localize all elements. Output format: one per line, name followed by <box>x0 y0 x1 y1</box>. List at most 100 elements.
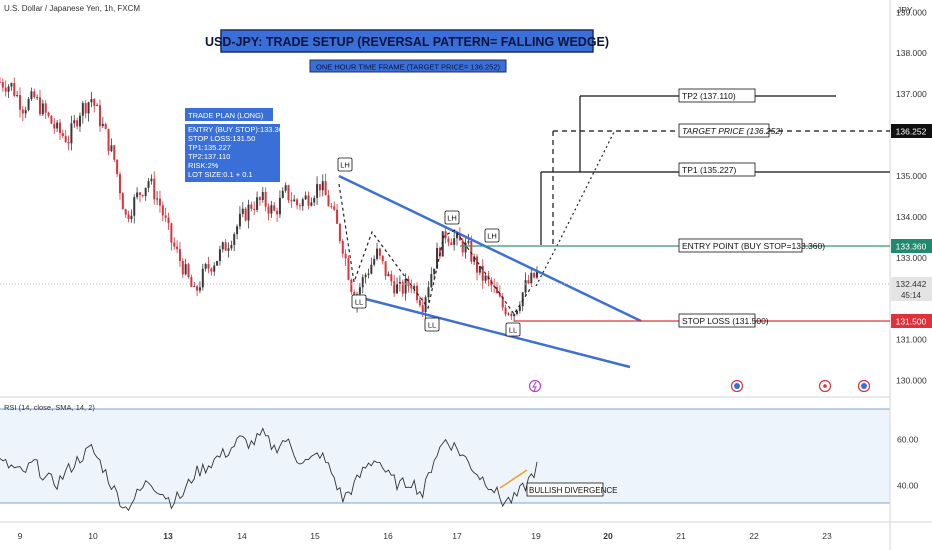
pattern-marker-label: LH <box>447 214 457 223</box>
candle-body <box>276 210 279 215</box>
pattern-marker-box <box>351 294 367 309</box>
candle-body <box>50 115 53 124</box>
time-tick-label: 21 <box>676 531 686 541</box>
tp1-label: TP1 (135.227) <box>682 165 737 175</box>
candle-body <box>318 184 321 191</box>
candle-body <box>256 197 259 210</box>
candle-body <box>530 272 533 284</box>
candle-body <box>138 192 141 195</box>
candle-body <box>293 199 296 202</box>
candle-body <box>444 231 447 239</box>
candle-body <box>298 205 301 207</box>
candle-body <box>4 87 7 92</box>
event-flag-icon[interactable] <box>857 379 871 393</box>
candle-body <box>196 286 199 291</box>
candle-body <box>184 264 187 275</box>
projection-dotted-path <box>535 131 615 287</box>
candle-body <box>253 208 256 210</box>
candle-body <box>304 195 307 200</box>
candle-body <box>218 249 221 261</box>
candle-body <box>236 226 239 235</box>
candle-body <box>498 293 501 297</box>
candle-body <box>410 286 413 289</box>
candle-body <box>258 197 261 200</box>
rsi-line <box>0 427 538 512</box>
candle-body <box>327 195 330 207</box>
candle-body <box>78 115 81 127</box>
candle-body <box>84 103 87 114</box>
candle-body <box>344 253 347 259</box>
target-price-tag: 136.252 <box>891 124 932 138</box>
rsi-divergence-line <box>499 469 528 489</box>
candle-body <box>176 246 179 250</box>
svg-text:133.360: 133.360 <box>896 242 927 252</box>
candle-body <box>81 103 84 116</box>
candle-body <box>36 97 39 99</box>
candle-body <box>150 178 153 182</box>
candle-body <box>164 215 167 218</box>
candle-body <box>201 268 204 288</box>
candle-body <box>161 205 164 216</box>
candle-body <box>421 305 424 313</box>
candle-body <box>87 102 90 114</box>
candle-body <box>233 234 236 246</box>
price-tick-label: 139.000 <box>896 7 927 17</box>
stop-label: STOP LOSS (131.500) <box>682 316 769 326</box>
candle-body <box>527 280 530 284</box>
symbol-line: U.S. Dollar / Japanese Yen, 1h, FXCM <box>4 4 140 13</box>
trade-plan-line: TP1:135.227 <box>188 143 231 152</box>
rsi-band <box>0 409 890 503</box>
candle-body <box>7 86 10 92</box>
candle-body <box>204 264 207 269</box>
candle-body <box>384 261 387 277</box>
event-flag-icon[interactable] <box>730 379 744 393</box>
candle-body <box>250 204 253 209</box>
candle-body <box>90 99 93 103</box>
candle-body <box>198 287 201 291</box>
candle-body <box>101 123 104 127</box>
candle-body <box>347 258 350 280</box>
event-alert-icon[interactable] <box>818 379 832 393</box>
candle-body <box>44 103 47 113</box>
time-tick-label: 17 <box>452 531 462 541</box>
candle-body <box>281 190 284 198</box>
divergence-label-box: BULLISH DIVERGENCE <box>526 482 617 497</box>
tp1-label-box: TP1 (135.227) <box>678 162 756 177</box>
trade-plan-line: STOP LOSS:131.50 <box>188 134 255 143</box>
candle-body <box>38 97 41 115</box>
stop-price-tag: 131.500 <box>891 314 932 328</box>
candle-body <box>496 287 499 294</box>
current-price: 132.442 <box>896 279 927 289</box>
candle-body <box>458 233 461 241</box>
candle-body <box>64 135 67 142</box>
trade-plan-panel: TRADE PLAN (LONG) ENTRY (BUY STOP):133.3… <box>185 108 283 182</box>
candle-body <box>130 215 133 220</box>
candle-body <box>107 128 110 151</box>
candle-body <box>350 279 353 293</box>
candle-body <box>287 185 290 201</box>
tp2-label-box: TP2 (137.110) <box>678 88 756 103</box>
candle-body <box>524 280 527 293</box>
candle-body <box>24 110 27 114</box>
time-tick-label: 15 <box>310 531 320 541</box>
candle-body <box>144 187 147 196</box>
target-label-box: TARGET PRICE (136.252) <box>678 123 783 138</box>
price-tick-label: 134.000 <box>896 212 927 222</box>
candle-body <box>261 192 264 200</box>
candle-body <box>533 272 536 278</box>
rsi-tick-label: 40.00 <box>897 480 919 490</box>
candle-body <box>333 206 336 210</box>
candle-body <box>141 194 144 196</box>
candle-body <box>153 178 156 200</box>
wedge-upper-trendline <box>338 174 642 323</box>
entry-price-tag: 133.360 <box>891 239 932 253</box>
candle-body <box>513 313 516 317</box>
time-tick-label: 19 <box>531 531 541 541</box>
candle-body <box>247 204 250 221</box>
event-flash-icon[interactable] <box>528 379 542 393</box>
candle-body <box>310 202 313 206</box>
pattern-marker-label: LL <box>428 321 436 330</box>
candle-body <box>10 83 13 87</box>
candle-body <box>213 265 216 272</box>
candle-body <box>221 242 224 250</box>
